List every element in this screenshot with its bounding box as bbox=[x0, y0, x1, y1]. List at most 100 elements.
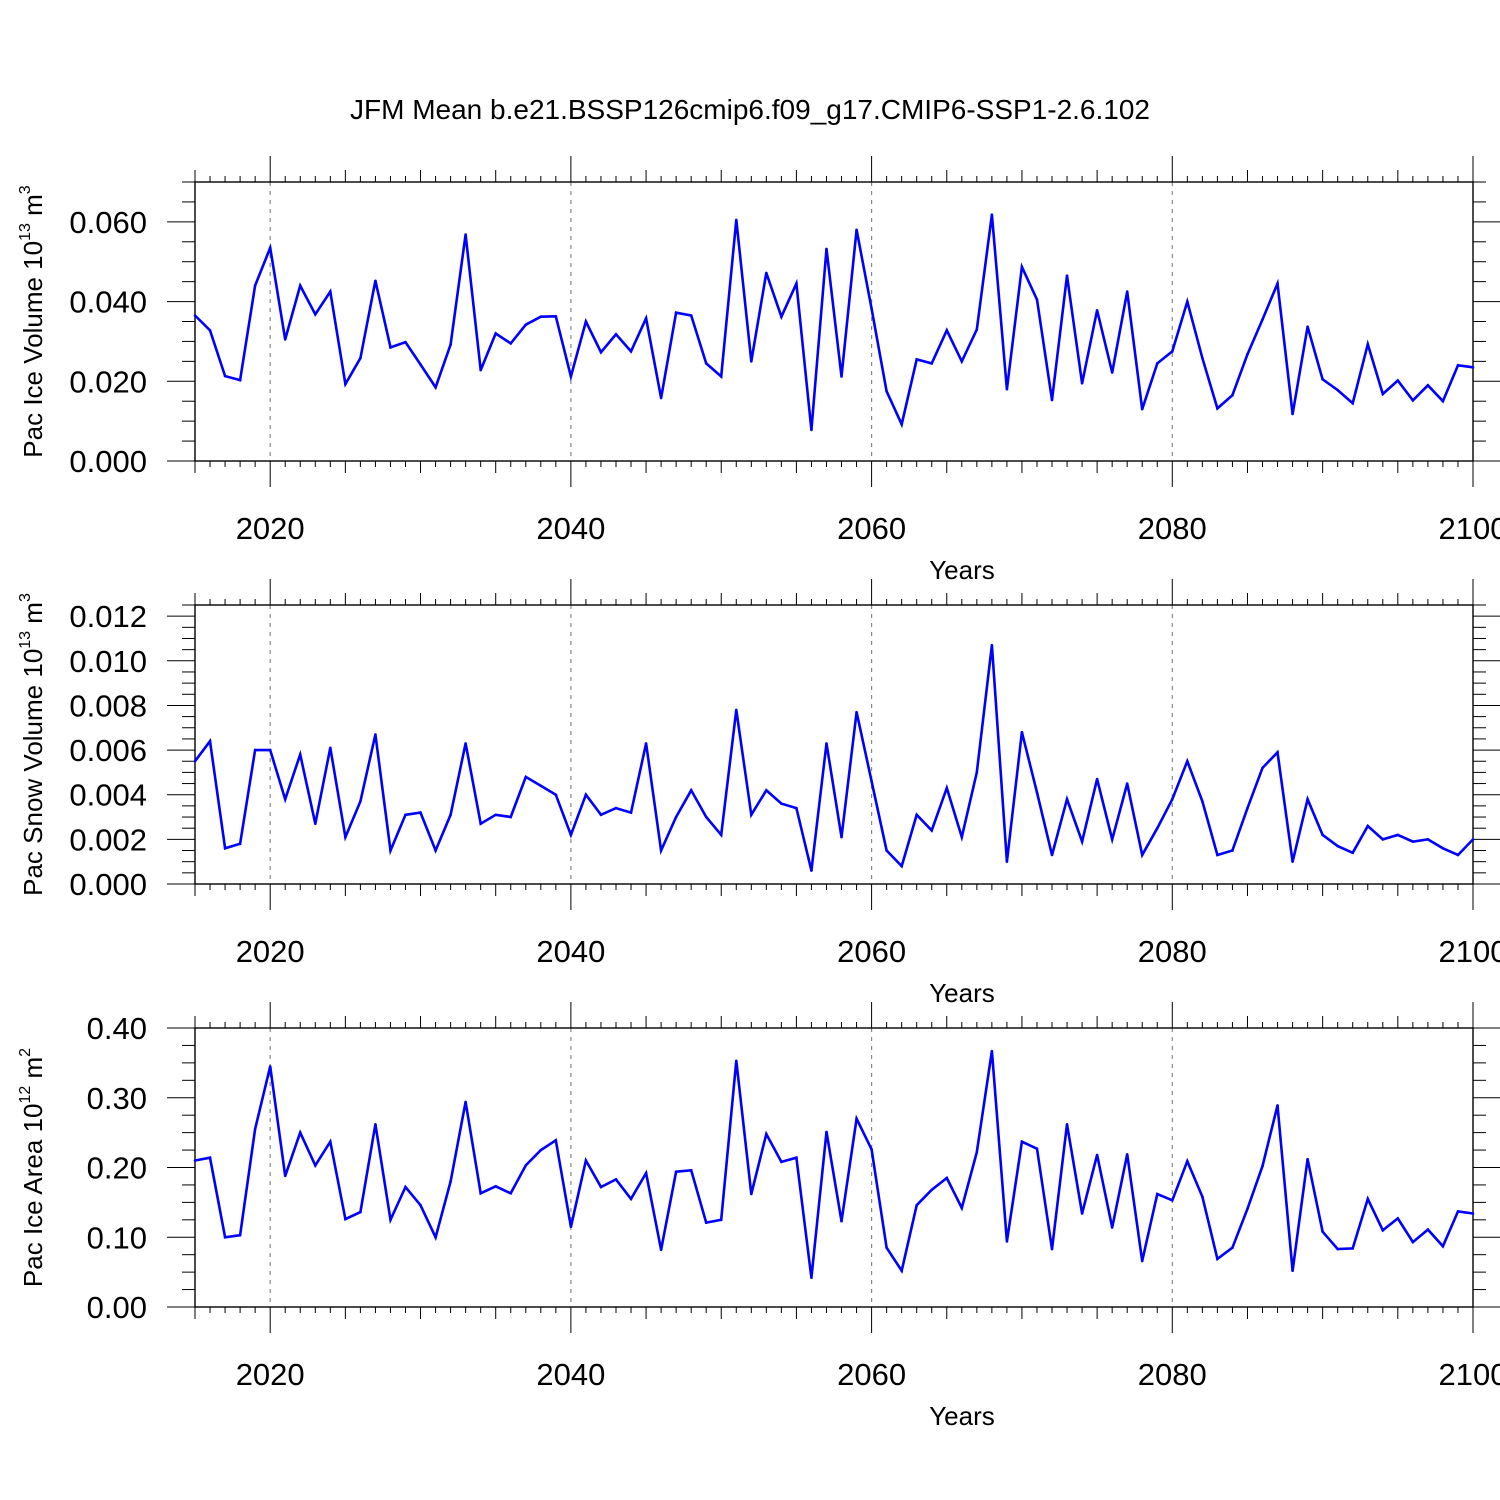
data-point bbox=[283, 1174, 287, 1178]
data-point bbox=[1381, 392, 1385, 396]
data-point bbox=[689, 1168, 693, 1172]
data-point bbox=[704, 1221, 708, 1224]
data-point bbox=[1441, 1245, 1445, 1248]
data-point bbox=[524, 775, 528, 779]
y-tick-label: 0.004 bbox=[69, 778, 147, 813]
data-point bbox=[945, 786, 949, 790]
data-point bbox=[704, 362, 708, 365]
data-point bbox=[614, 1178, 618, 1181]
data-point bbox=[674, 311, 678, 315]
data-point bbox=[404, 340, 407, 344]
data-point bbox=[1005, 1240, 1009, 1243]
data-point bbox=[539, 1148, 543, 1152]
data-point bbox=[1231, 393, 1234, 397]
data-point bbox=[208, 1156, 212, 1160]
data-point bbox=[359, 356, 362, 360]
data-point bbox=[1216, 1257, 1219, 1261]
data-point bbox=[1366, 342, 1370, 346]
data-point bbox=[539, 315, 543, 319]
data-point bbox=[1471, 366, 1475, 369]
data-point bbox=[629, 811, 633, 814]
data-point bbox=[554, 1138, 558, 1142]
data-point bbox=[1411, 840, 1415, 843]
y-axis-label-unit-exponent: 3 bbox=[17, 185, 34, 194]
data-point bbox=[840, 1219, 843, 1223]
data-point bbox=[1065, 1122, 1069, 1126]
data-point bbox=[990, 643, 994, 647]
data-point bbox=[1426, 838, 1430, 841]
data-point bbox=[1110, 838, 1114, 841]
data-point bbox=[569, 1225, 573, 1229]
data-point bbox=[464, 233, 467, 236]
data-point bbox=[900, 1269, 903, 1273]
data-point bbox=[524, 1164, 528, 1167]
data-point bbox=[1351, 1247, 1355, 1250]
data-point bbox=[494, 813, 498, 817]
data-point bbox=[494, 1185, 498, 1188]
data-point bbox=[1201, 356, 1204, 360]
data-point bbox=[915, 1203, 918, 1207]
x-tick-label: 2040 bbox=[536, 934, 605, 969]
y-tick-label: 0.040 bbox=[69, 285, 147, 320]
data-point bbox=[208, 328, 212, 332]
x-tick-label: 2080 bbox=[1138, 1357, 1207, 1392]
data-point bbox=[1095, 309, 1099, 312]
data-point bbox=[268, 1065, 272, 1068]
data-point bbox=[900, 864, 903, 868]
data-point bbox=[870, 1148, 873, 1151]
data-point bbox=[1231, 849, 1234, 852]
data-point bbox=[1336, 844, 1339, 848]
data-point bbox=[1201, 1195, 1204, 1199]
data-point bbox=[449, 343, 452, 346]
data-point bbox=[1095, 777, 1099, 781]
data-point bbox=[253, 284, 257, 287]
panel-ice-area: 2020 2040 2060 2080 2100 0.00 0.10 0.20 0.30 0.40… bbox=[17, 1002, 1500, 1431]
data-point bbox=[1155, 826, 1159, 830]
data-point bbox=[810, 1276, 813, 1280]
data-point bbox=[765, 788, 768, 792]
data-point bbox=[1050, 853, 1054, 857]
data-point bbox=[689, 314, 693, 317]
series-line bbox=[194, 214, 1474, 431]
data-point bbox=[810, 428, 813, 432]
y-tick-label: 0.30 bbox=[87, 1081, 147, 1116]
data-point bbox=[1050, 1247, 1054, 1251]
data-point bbox=[1456, 1210, 1460, 1213]
data-point bbox=[659, 396, 663, 400]
x-tick-label: 2020 bbox=[236, 511, 305, 546]
x-axis-label: Years bbox=[929, 978, 995, 1008]
data-point bbox=[1170, 797, 1174, 801]
data-point bbox=[1471, 1212, 1475, 1215]
data-point bbox=[870, 780, 873, 783]
y-tick-label: 0.00 bbox=[87, 1290, 147, 1325]
data-point bbox=[1441, 846, 1445, 850]
data-point bbox=[389, 1218, 392, 1222]
data-point bbox=[960, 835, 964, 839]
data-point bbox=[298, 1131, 302, 1134]
data-point bbox=[1366, 1197, 1370, 1201]
data-point bbox=[1291, 1269, 1294, 1273]
data-point bbox=[780, 315, 783, 319]
y-axis-label-exponent: 12 bbox=[17, 1086, 34, 1104]
y-tick-label: 0.010 bbox=[69, 644, 147, 679]
data-point bbox=[1246, 1207, 1249, 1210]
y-tick-label: 0.000 bbox=[69, 867, 147, 902]
data-point bbox=[223, 374, 227, 378]
data-point bbox=[479, 822, 482, 826]
data-point bbox=[1155, 362, 1159, 365]
y-tick-label: 0.012 bbox=[69, 599, 147, 634]
data-point bbox=[1080, 1212, 1084, 1215]
data-point bbox=[1381, 838, 1385, 841]
data-point bbox=[449, 813, 452, 817]
data-point bbox=[1396, 833, 1400, 837]
data-point bbox=[1381, 1228, 1385, 1232]
data-point bbox=[885, 849, 888, 852]
data-point bbox=[1125, 290, 1129, 293]
data-point bbox=[1140, 407, 1144, 411]
y-tick-label: 0.002 bbox=[69, 822, 147, 857]
data-point bbox=[644, 742, 648, 745]
data-point bbox=[855, 228, 858, 232]
data-point bbox=[419, 811, 422, 814]
data-point bbox=[1261, 318, 1264, 321]
